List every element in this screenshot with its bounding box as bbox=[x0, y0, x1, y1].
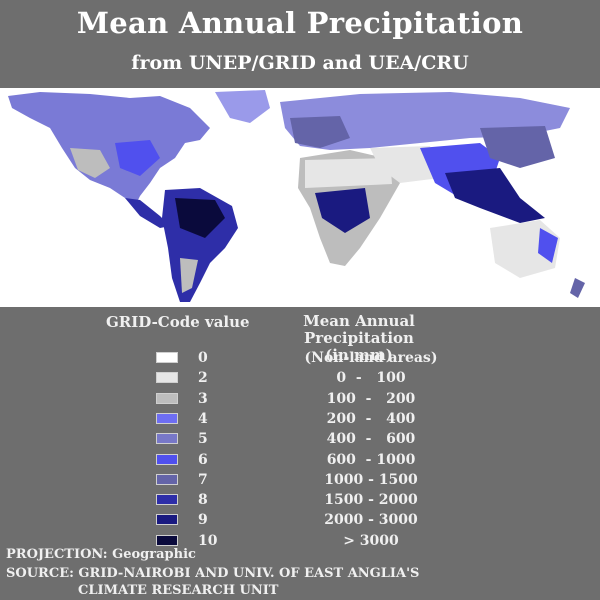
legend-range: 200 - 400 bbox=[326, 410, 416, 427]
legend-code: 10 bbox=[198, 532, 218, 549]
legend-range: 0 - 100 bbox=[336, 370, 406, 387]
world-precipitation-map bbox=[0, 88, 600, 307]
legend-swatch bbox=[156, 534, 178, 546]
legend-code: 3 bbox=[198, 390, 208, 407]
sahara bbox=[305, 158, 392, 188]
middle-east bbox=[370, 146, 440, 183]
legend-code: 6 bbox=[198, 451, 208, 468]
amazon-wet bbox=[175, 198, 225, 238]
projection-note: PROJECTION: Geographic bbox=[6, 547, 196, 562]
legend-range: 400 - 600 bbox=[326, 431, 416, 448]
legend-swatch bbox=[156, 352, 178, 363]
north-america-wet bbox=[115, 140, 160, 176]
legend-range: > 3000 bbox=[343, 532, 399, 549]
legend-code: 0 bbox=[198, 350, 208, 366]
legend-code: 4 bbox=[198, 410, 208, 427]
legend-swatch bbox=[156, 412, 178, 424]
source-note: SOURCE: GRID-NAIROBI AND UNIV. OF EAST A… bbox=[6, 566, 420, 581]
legend-code: 5 bbox=[198, 431, 208, 448]
legend-code: 9 bbox=[198, 512, 208, 529]
legend-precip-header-line2: (in mm) bbox=[325, 346, 393, 364]
europe bbox=[290, 116, 350, 148]
central-africa-wet bbox=[315, 188, 370, 233]
central-america bbox=[125, 198, 170, 228]
legend-range: 2000 - 3000 bbox=[324, 512, 418, 529]
legend-range: 1000 - 1500 bbox=[324, 471, 418, 488]
legend-swatch bbox=[156, 494, 178, 506]
legend-swatch bbox=[156, 433, 178, 445]
north-america-dry bbox=[70, 148, 110, 178]
legend-swatch bbox=[156, 372, 178, 384]
southeast-asia-wet bbox=[445, 168, 545, 223]
new-zealand bbox=[570, 278, 585, 298]
legend-range: 600 - 1000 bbox=[326, 451, 416, 468]
legend-precip-header: Mean Annual Precipitation (in mm) bbox=[256, 313, 462, 364]
legend-swatch bbox=[156, 514, 178, 526]
south-america-dry bbox=[180, 258, 198, 293]
legend-range: 1500 - 2000 bbox=[324, 492, 418, 509]
map-subtitle: from UNEP/GRID and UEA/CRU bbox=[131, 52, 469, 74]
legend-swatch bbox=[156, 453, 178, 465]
legend-swatch bbox=[156, 392, 178, 404]
greenland bbox=[215, 90, 270, 123]
legend-code: 2 bbox=[198, 370, 208, 387]
legend-range: 100 - 200 bbox=[326, 390, 416, 407]
australia-east-wet bbox=[538, 228, 558, 263]
legend-precip-header-line1: Mean Annual Precipitation bbox=[303, 312, 415, 347]
map-title: Mean Annual Precipitation bbox=[76, 6, 524, 40]
north-america-landmass bbox=[8, 92, 210, 206]
legend-swatch bbox=[156, 473, 178, 485]
legend-range: (Non-land areas) bbox=[304, 350, 438, 366]
east-asia bbox=[480, 126, 555, 168]
source-note-line2: CLIMATE RESEARCH UNIT bbox=[78, 583, 279, 598]
legend-code: 7 bbox=[198, 471, 208, 488]
legend-code-header: GRID-Code value bbox=[106, 313, 250, 331]
legend-code: 8 bbox=[198, 492, 208, 509]
